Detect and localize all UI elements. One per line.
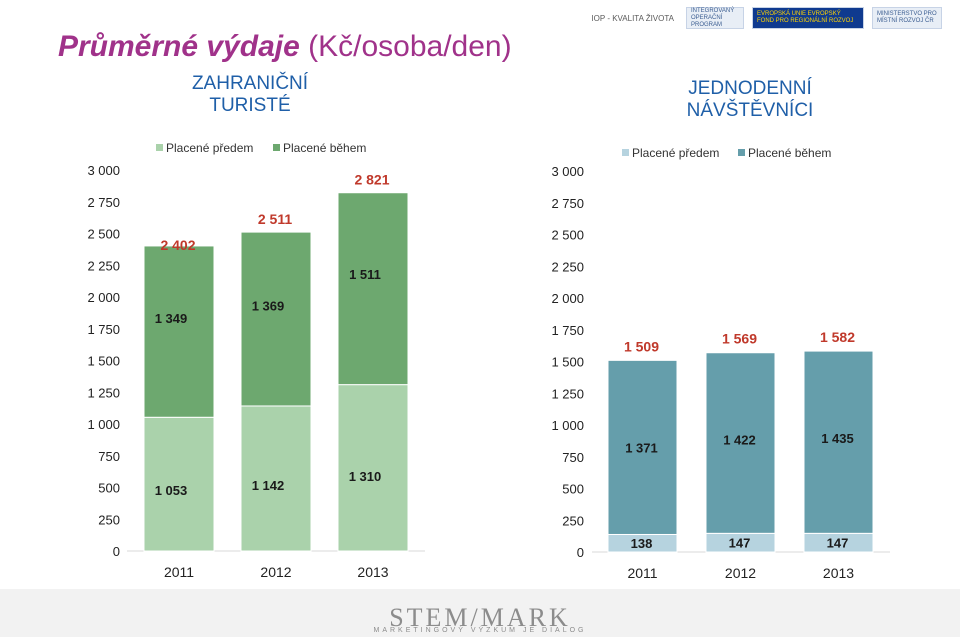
chart-1-category-label: 2013 [357, 564, 388, 580]
chart-1-total-label: 2 511 [258, 211, 292, 227]
integrated-program-logo: INTEGROVANÝ OPERAČNÍ PROGRAM [686, 7, 744, 29]
chart-2-ytick-label: 2 750 [551, 196, 584, 211]
chart-1-legend-label: Placené během [283, 141, 366, 155]
chart-2-segment-label: 1 422 [723, 433, 756, 448]
chart-1-total-label: 2 402 [160, 237, 195, 253]
chart-1-ytick-label: 2 000 [87, 290, 120, 305]
chart-2-segment-label: 1 435 [821, 431, 854, 446]
chart-2-segment-label: 1 371 [625, 440, 658, 455]
stemmark-tagline: MARKETINGOVÝ VÝZKUM JE DIALOG [373, 627, 587, 634]
chart-1-bar-predem [337, 384, 409, 552]
chart-2-ytick-label: 2 250 [551, 259, 584, 274]
chart-2-ytick-label: 750 [562, 450, 584, 465]
chart-1-ytick-label: 500 [98, 481, 120, 496]
footer-band [0, 589, 960, 637]
chart-2-ytick-label: 500 [562, 482, 584, 497]
chart-1-segment-label: 1 349 [155, 311, 188, 326]
chart-2-segment-label: 138 [631, 536, 653, 551]
chart-1-bar-behem [143, 245, 215, 418]
chart-2-legend-swatch [622, 149, 629, 156]
eu-logo: EVROPSKÁ UNIE EVROPSKÝ FOND PRO REGIONÁL… [752, 7, 864, 29]
chart-1-ytick-label: 1 000 [87, 417, 120, 432]
chart-2-legend-label: Placené předem [632, 146, 719, 160]
chart-1-ytick-label: 2 250 [87, 258, 120, 273]
chart-2-ytick-label: 250 [562, 513, 584, 528]
ministry-logo-text: MINISTERSTVO PRO MÍSTNÍ ROZVOJ ČR [877, 11, 937, 24]
eu-logo-text: EVROPSKÁ UNIE EVROPSKÝ FOND PRO REGIONÁL… [757, 11, 854, 24]
chart-1-legend-label: Placené předem [166, 141, 253, 155]
chart-1-ytick-label: 1 500 [87, 354, 120, 369]
chart-1-segment-label: 1 142 [252, 478, 285, 493]
chart-1-total-label: 2 821 [354, 172, 389, 188]
chart-2-ytick-label: 1 250 [551, 386, 584, 401]
chart-1-ytick-label: 2 750 [87, 195, 120, 210]
chart-1-segment-label: 1 369 [252, 298, 285, 313]
chart-2-segment-label: 147 [827, 536, 849, 551]
chart-1-category-label: 2012 [260, 564, 291, 580]
chart-2-ytick-label: 2 500 [551, 228, 584, 243]
chart-2-legend-label: Placené během [748, 146, 831, 160]
chart-1-category-label: 2011 [164, 564, 194, 580]
chart-2-ytick-label: 1 500 [551, 355, 584, 370]
chart-1-ytick-label: 0 [113, 544, 120, 559]
chart-1-ytick-label: 250 [98, 512, 120, 527]
chart-1-segment-label: 1 310 [349, 469, 382, 484]
iop-logo-text: IOP - KVALITA ŽIVOTA [591, 13, 674, 23]
chart-1-bar-behem [240, 231, 312, 407]
chart-2-title: JEDNODENNÍ NÁVŠTĚVNÍCI [686, 78, 814, 121]
chart-1-segment-label: 1 053 [155, 483, 188, 498]
title-unit: (Kč/osoba/den) [308, 30, 512, 63]
chart-1-ytick-label: 2 500 [87, 227, 120, 242]
integrated-program-logo-text: INTEGROVANÝ OPERAČNÍ PROGRAM [691, 7, 735, 28]
chart-2-segment-label: 147 [729, 536, 751, 551]
page-title: Průměrné výdaje (Kč/osoba/den) [58, 30, 512, 64]
chart-2-ytick-label: 0 [577, 545, 584, 560]
chart-1-ytick-label: 3 000 [87, 163, 120, 178]
chart-2-category-label: 2013 [823, 565, 854, 581]
chart-1-title: ZAHRANIČNÍ TURISTÉ [191, 73, 309, 116]
chart-1-ytick-label: 1 750 [87, 322, 120, 337]
chart-1-legend-swatch [273, 144, 280, 151]
ministry-logo: MINISTERSTVO PRO MÍSTNÍ ROZVOJ ČR [872, 7, 942, 29]
chart-2-total-label: 1 509 [624, 338, 659, 354]
chart-2-ytick-label: 2 000 [551, 291, 584, 306]
chart-1-ytick-label: 750 [98, 449, 120, 464]
partner-logos: IOP - KVALITA ŽIVOTA INTEGROVANÝ OPERAČN… [587, 5, 942, 31]
chart-2-total-label: 1 582 [820, 329, 855, 345]
chart-2-ytick-label: 1 750 [551, 323, 584, 338]
chart-1-bar-behem [337, 192, 409, 386]
chart-2-category-label: 2011 [627, 565, 657, 581]
chart-1-bar-predem [143, 416, 215, 552]
chart-2-legend-swatch [738, 149, 745, 156]
title-main: Průměrné výdaje [58, 30, 300, 63]
chart-2-category-label: 2012 [725, 565, 756, 581]
chart-2-ytick-label: 1 000 [551, 418, 584, 433]
chart-1-ytick-label: 1 250 [87, 385, 120, 400]
chart-2-bar-behem [607, 359, 678, 535]
chart-1-segment-label: 1 511 [349, 267, 381, 282]
stemmark-logo: STEM/MARK [389, 603, 571, 632]
chart-1-legend-swatch [156, 144, 163, 151]
chart-2-ytick-label: 3 000 [551, 164, 584, 179]
chart-2-total-label: 1 569 [722, 331, 757, 347]
iop-logo: IOP - KVALITA ŽIVOTA [587, 7, 678, 29]
chart-2-bar-behem [705, 352, 776, 534]
chart-2-bar-behem [803, 350, 874, 534]
